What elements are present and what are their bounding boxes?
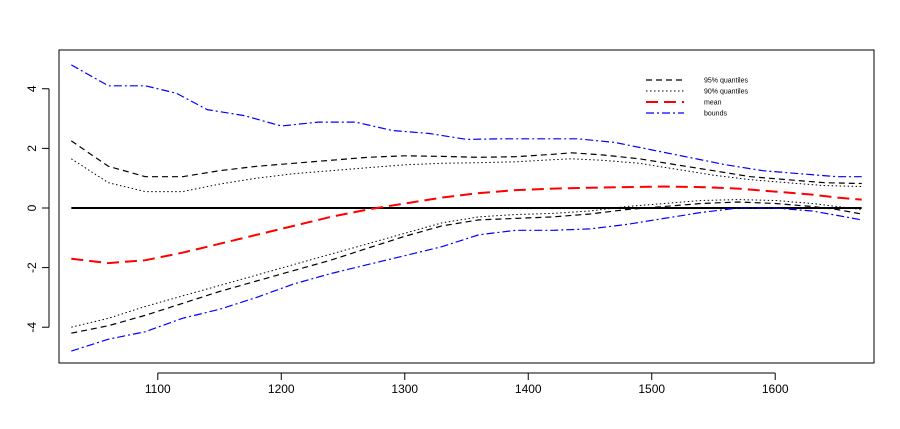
y-tick-label: -4 — [25, 322, 39, 333]
series-bounds-lower-line — [71, 207, 862, 352]
x-tick-label: 1500 — [638, 382, 665, 396]
x-tick-label: 1100 — [145, 382, 171, 396]
x-tick-label: 1400 — [515, 382, 542, 396]
plot-area — [70, 64, 862, 352]
y-axis: -4 -2 0 2 4 — [25, 85, 50, 333]
legend-label-90-quantiles: 90% quantiles — [704, 89, 748, 96]
x-tick-label: 1600 — [762, 382, 789, 396]
series-90-quantiles-upper-line — [71, 158, 862, 193]
x-axis: 1100 1200 1300 1400 1500 1600 — [145, 372, 789, 396]
y-tick-label: 4 — [25, 85, 39, 92]
y-tick-label: 0 — [25, 204, 39, 211]
y-tick-label: -2 — [25, 262, 39, 273]
x-tick-label: 1200 — [268, 382, 295, 396]
series-95-quantiles-lower-line — [71, 201, 862, 334]
legend-label-mean: mean — [704, 100, 722, 107]
legend-label-bounds: bounds — [704, 111, 727, 118]
legend-label-95-quantiles: 95% quantiles — [704, 78, 748, 85]
legend: 95% quantiles 90% quantiles mean bounds — [646, 78, 748, 118]
series-90-quantiles-lower-line — [71, 199, 862, 328]
y-tick-label: 2 — [25, 145, 39, 152]
series-bounds-upper-line — [71, 64, 862, 178]
x-tick-label: 1300 — [391, 382, 418, 396]
plot-frame — [58, 49, 875, 364]
series-mean-line — [71, 185, 862, 265]
series-95-quantiles-upper-line — [70, 140, 862, 185]
